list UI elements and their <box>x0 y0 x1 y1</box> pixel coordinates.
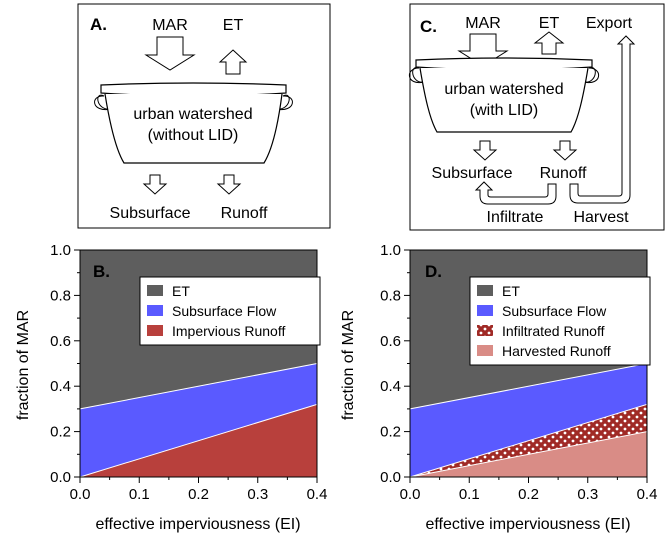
y-tick-label: 1.0 <box>50 242 71 259</box>
panel-d-letter: D. <box>425 262 442 281</box>
x-tick-label: 0.1 <box>459 486 480 503</box>
boundary-line <box>79 363 318 410</box>
y-tick-label: 0.8 <box>380 287 401 304</box>
export-label: Export <box>586 15 633 32</box>
y-tick-label: 1.0 <box>380 242 401 259</box>
y-tick-label: 0.0 <box>380 469 401 486</box>
pot-label-line1: urban watershed <box>133 106 252 123</box>
pot-icon <box>409 57 599 133</box>
boundary-line <box>409 363 648 410</box>
y-axis-label: fraction of MAR <box>340 310 357 420</box>
et-label: ET <box>539 15 560 32</box>
subsurface-label: Subsurface <box>432 165 513 182</box>
legend-label-harvested-runoff: Harvested Runoff <box>502 343 611 359</box>
panel-b-chart: fraction of MAR effective imperviousness… <box>15 242 328 533</box>
y-axis-label: fraction of MAR <box>15 310 32 420</box>
panel-b-letter: B. <box>93 262 110 281</box>
y-tick-label: 0.4 <box>380 378 401 395</box>
pot-icon <box>94 82 293 164</box>
x-tick-label: 0.0 <box>400 486 421 503</box>
mar-label: MAR <box>152 17 188 34</box>
panel-c-diagram: C. MAR ET Export urban watershed (with L… <box>409 3 665 231</box>
mar-label: MAR <box>465 15 501 32</box>
y-tick-label: 0.2 <box>380 424 401 441</box>
arrow-up-icon <box>533 31 565 55</box>
y-tick-label: 0.6 <box>380 333 401 350</box>
x-tick-label: 0.4 <box>637 486 658 503</box>
y-tick-label: 0.6 <box>50 333 71 350</box>
x-tick-label: 0.4 <box>307 486 328 503</box>
harvest-label: Harvest <box>573 209 629 226</box>
legend-swatch-impervious-runoff <box>147 325 163 336</box>
y-tick-label: 0.0 <box>50 469 71 486</box>
arrow-down-icon <box>142 174 168 195</box>
arrow-down-icon <box>216 174 242 195</box>
legend-box <box>469 276 651 366</box>
boundary-line <box>79 403 318 478</box>
panel-a-letter: A. <box>90 15 107 34</box>
arrow-up-icon <box>218 49 248 75</box>
area-subsurface-flow <box>80 363 317 477</box>
area-impervious-runoff <box>80 404 317 477</box>
legend-label-impervious-runoff: Impervious Runoff <box>172 323 285 339</box>
pot-label-line1: urban watershed <box>444 81 563 98</box>
legend-label-subsurface-flow: Subsurface Flow <box>172 303 277 319</box>
panel-c-letter: C. <box>420 17 437 36</box>
y-tick-label: 0.2 <box>50 424 71 441</box>
legend-swatch-et <box>477 285 493 296</box>
pot-label-line2: (without LID) <box>148 127 239 144</box>
legend-swatch-subsurface-flow <box>477 305 493 316</box>
x-tick-label: 0.0 <box>70 486 91 503</box>
x-tick-label: 0.2 <box>518 486 539 503</box>
x-tick-label: 0.1 <box>129 486 150 503</box>
x-tick-label: 0.2 <box>188 486 209 503</box>
x-axis-label: effective imperviousness (EI) <box>95 516 300 533</box>
boundary-line <box>409 403 648 478</box>
panel-d-chart: fraction of MAR effective imperviousness… <box>340 242 658 533</box>
legend-swatch-subsurface-flow <box>147 305 163 316</box>
runoff-label: Runoff <box>221 205 268 222</box>
infiltrate-label: Infiltrate <box>487 209 544 226</box>
legend-swatch-infiltrated-runoff <box>477 325 493 336</box>
arrow-down-icon <box>144 36 196 71</box>
x-axis-label: effective imperviousness (EI) <box>425 516 630 533</box>
y-tick-label: 0.8 <box>50 287 71 304</box>
export-arrow-icon <box>569 35 636 204</box>
infiltrate-arrow-icon <box>474 181 557 205</box>
arrow-down-icon <box>472 140 498 161</box>
legend-label-infiltrated-runoff: Infiltrated Runoff <box>502 323 605 339</box>
panel-a-diagram: A. MAR ET urban watershed (without LID) … <box>77 3 331 229</box>
legend-swatch-harvested-runoff <box>477 345 493 356</box>
legend-label-et: ET <box>502 283 520 299</box>
runoff-label: Runoff <box>540 165 587 182</box>
legend-label-et: ET <box>172 283 190 299</box>
y-tick-label: 0.4 <box>50 378 71 395</box>
boundary-line <box>409 431 648 478</box>
pot-label-line2: (with LID) <box>470 102 538 119</box>
legend-box <box>139 276 321 346</box>
area-subsurface-flow <box>410 363 647 477</box>
subsurface-label: Subsurface <box>110 205 191 222</box>
legend-label-subsurface-flow: Subsurface Flow <box>502 303 607 319</box>
legend-swatch-et <box>147 285 163 296</box>
x-tick-label: 0.3 <box>577 486 598 503</box>
x-tick-label: 0.3 <box>247 486 268 503</box>
et-label: ET <box>223 17 244 34</box>
arrow-down-icon <box>552 140 578 161</box>
